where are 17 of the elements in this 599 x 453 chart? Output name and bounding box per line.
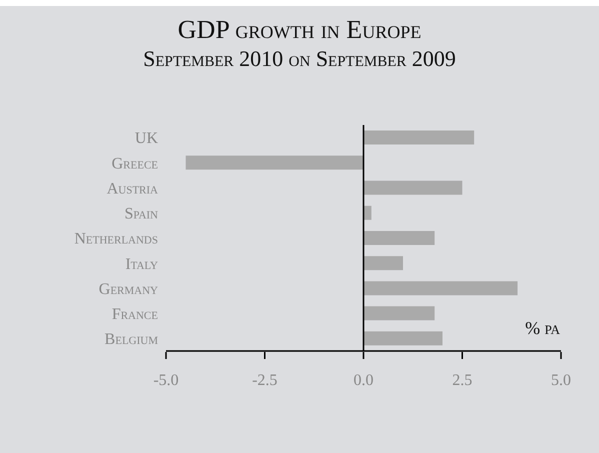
x-tick-label: 2.5	[452, 372, 472, 389]
y-tick-label: Austria	[106, 180, 158, 198]
x-tick-label: 5.0	[551, 372, 571, 389]
x-tick-label: 0.0	[354, 372, 374, 389]
y-tick-label: France	[112, 306, 158, 324]
y-tick-label: Spain	[124, 206, 158, 223]
y-tick-label: Germany	[98, 280, 158, 298]
y-tick-label: Netherlands	[74, 230, 158, 248]
y-tick-label: Belgium	[104, 331, 158, 348]
x-axis-title: % pa	[524, 318, 560, 339]
y-tick-label: UK	[134, 130, 158, 148]
chart-title: GDP growth in Europe	[176, 15, 422, 44]
x-tick-label: -2.5	[252, 372, 278, 389]
x-tick-label: -5.0	[153, 372, 179, 389]
y-tick-label: Italy	[125, 256, 158, 273]
chart-subtitle: September 2010 on September 2009	[142, 46, 457, 72]
y-tick-label: Greece	[112, 155, 158, 172]
